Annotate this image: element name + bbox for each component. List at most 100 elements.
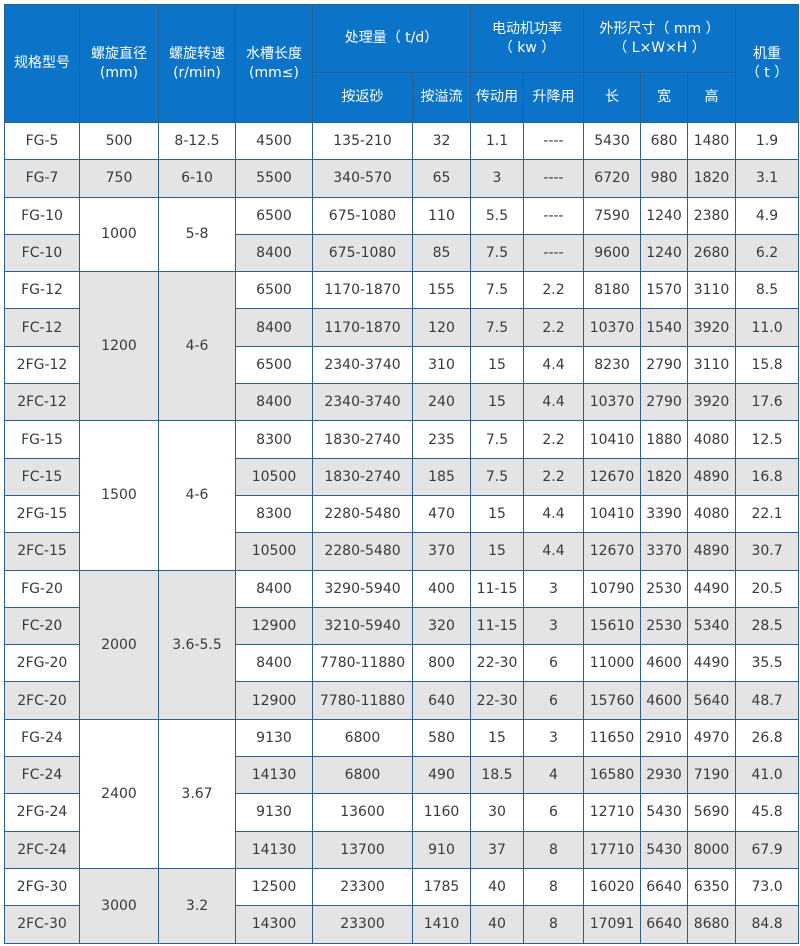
table-row: 2FC-30 14300 23300 1410 40 8 17091 6640 8680 84.8 [4,905,800,944]
cell-model: 2FC-24 [4,830,80,869]
cell-w: 4600 [640,644,689,683]
cell-w: 3370 [640,532,689,571]
cell-overflow: 640 [411,681,472,720]
header-height: 高 [687,72,737,123]
cell-l: 16020 [583,867,642,907]
cell-overflow: 320 [411,606,472,646]
cell-weight: 26.8 [735,718,800,758]
cell-speed: 3.2 [158,867,236,944]
cell-l: 10370 [583,308,642,347]
cell-l: 8230 [583,345,642,385]
header-power-lift: 升降用 [523,72,585,123]
table-row: 2FG-12 6500 2340-3740 310 15 4.4 8230 2790 3110 1… [4,345,800,385]
table-row: 2FG-15 8300 2280-5480 470 15 4.4 10410 3390 4080… [4,494,800,534]
cell-sand: 7780-11880 [312,681,413,720]
cell-tank: 6500 [235,196,313,235]
header-capacity-sand: 按返砂 [312,72,413,123]
cell-h: 7190 [687,756,737,795]
table-row: FC-24 14130 6800 490 18.5 4 16580 2930 7190 41.0 [4,756,800,795]
cell-lift: 2.2 [523,308,585,347]
table-row: FG-10 1000 5-8 6500 675-1080 110 5.5 ---- 7590 12… [4,196,800,273]
cell-model: 2FC-15 [4,532,80,571]
cell-drive: 15 [470,345,525,385]
cell-sand: 675-1080 [312,196,413,235]
cell-tank: 12900 [235,606,313,646]
table-row: 2FG-24 9130 13600 1160 30 6 12710 5430 5690 45.8 [4,793,800,832]
cell-l: 15760 [583,681,642,720]
cell-model: FC-20 [4,606,80,646]
cell-overflow: 490 [411,756,472,795]
cell-sand: 13600 [312,793,413,832]
cell-w: 2790 [640,383,689,422]
table-row: 2FC-20 12900 7780-11880 640 22-30 6 15760 4600 5… [4,681,800,720]
cell-lift: 2.2 [523,420,585,459]
cell-tank: 8400 [235,569,313,608]
cell-tank: 10500 [235,457,313,496]
cell-weight: 16.8 [735,457,800,496]
cell-sand: 1830-2740 [312,420,413,459]
cell-drive: 15 [470,718,525,758]
cell-h: 4890 [687,457,737,496]
cell-tank: 10500 [235,532,313,571]
cell-h: 1480 [687,121,737,161]
cell-h: 6350 [687,867,737,907]
table-row: FG-12 1200 4-6 6500 1170-1870 155 7.5 2.2 8180 15… [4,271,800,422]
cell-weight: 6.2 [735,233,800,273]
cell-drive: 11-15 [470,606,525,646]
table-row: FG-24 2400 3.67 9130 6800 580 15 3 11650 2910 4970… [4,718,800,869]
cell-tank: 4500 [235,121,313,161]
cell-model: 2FG-12 [4,345,80,385]
cell-h: 4490 [687,644,737,683]
cell-w: 1570 [640,271,689,310]
cell-model: 2FG-15 [4,494,80,534]
cell-model: 2FG-30 [4,867,80,907]
header-power-drive: 传动用 [470,72,525,123]
cell-weight: 41.0 [735,756,800,795]
cell-l: 12670 [583,532,642,571]
cell-w: 2530 [640,569,689,608]
cell-l: 17710 [583,830,642,869]
cell-sand: 135-210 [312,121,413,161]
cell-overflow: 370 [411,532,472,571]
cell-lift: 4.4 [523,345,585,385]
cell-sand: 340-570 [312,159,413,198]
cell-weight: 20.5 [735,569,800,608]
cell-lift: ---- [523,196,585,235]
cell-lift: 6 [523,793,585,832]
cell-drive: 40 [470,905,525,944]
cell-tank: 14130 [235,830,313,869]
cell-weight: 8.5 [735,271,800,310]
cell-model: FC-24 [4,756,80,795]
cell-lift: 8 [523,905,585,944]
cell-w: 2790 [640,345,689,385]
cell-overflow: 1160 [411,793,472,832]
cell-model: FG-10 [4,196,80,235]
cell-overflow: 310 [411,345,472,385]
cell-diameter: 1200 [79,271,159,422]
cell-sand: 23300 [312,867,413,907]
cell-sand: 1170-1870 [312,271,413,310]
cell-lift: 2.2 [523,457,585,496]
cell-l: 11000 [583,644,642,683]
cell-weight: 73.0 [735,867,800,907]
cell-drive: 15 [470,532,525,571]
cell-drive: 22-30 [470,644,525,683]
cell-l: 15610 [583,606,642,646]
cell-tank: 8400 [235,233,313,273]
cell-overflow: 110 [411,196,472,235]
cell-drive: 11-15 [470,569,525,608]
cell-weight: 67.9 [735,830,800,869]
table-row: 2FC-12 8400 2340-3740 240 15 4.4 10370 2790 3920… [4,383,800,422]
cell-lift: 4.4 [523,532,585,571]
header-model: 规格型号 [4,4,80,123]
cell-model: FG-24 [4,718,80,758]
cell-weight: 17.6 [735,383,800,422]
cell-h: 4080 [687,420,737,459]
cell-model: 2FG-24 [4,793,80,832]
cell-lift: 3 [523,718,585,758]
cell-sand: 675-1080 [312,233,413,273]
table-row: 2FG-20 8400 7780-11880 800 22-30 6 11000 4600 44… [4,644,800,683]
cell-drive: 1.1 [470,121,525,161]
cell-l: 10790 [583,569,642,608]
cell-sand: 7780-11880 [312,644,413,683]
